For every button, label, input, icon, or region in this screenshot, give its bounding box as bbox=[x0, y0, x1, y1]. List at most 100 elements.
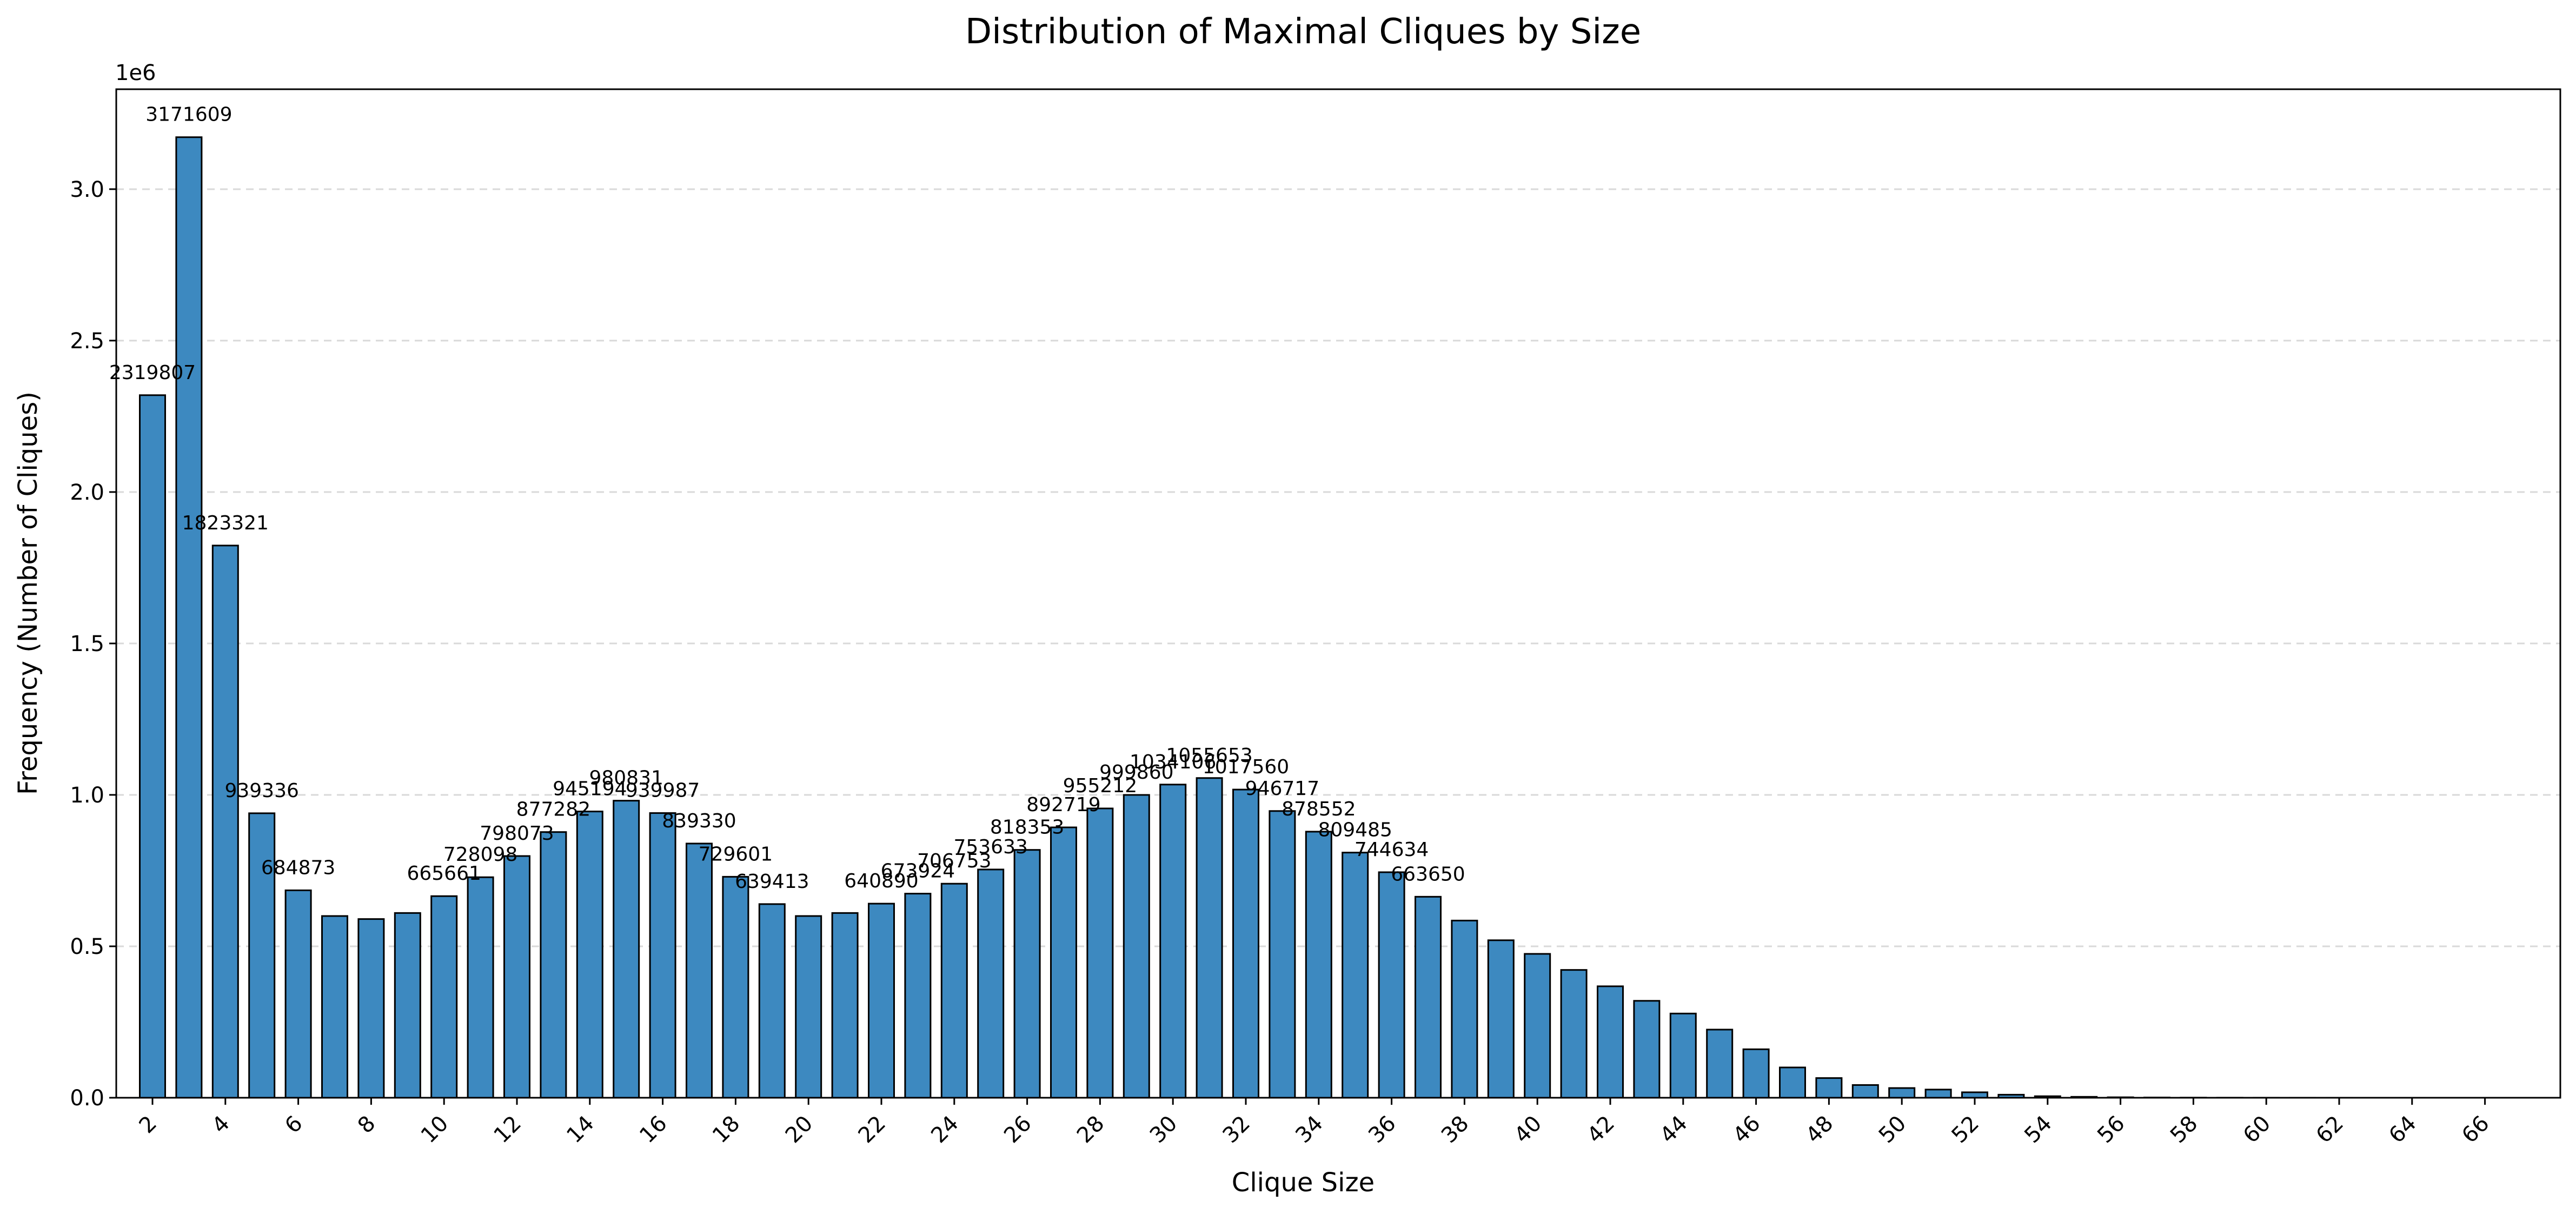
bar-value-label: 728098 bbox=[443, 844, 517, 866]
bar-value-label: 878552 bbox=[1282, 798, 1356, 820]
bar bbox=[1633, 1000, 1661, 1099]
bar bbox=[722, 875, 749, 1099]
bar bbox=[1888, 1087, 1916, 1099]
bar bbox=[758, 903, 786, 1099]
bar bbox=[1597, 985, 1624, 1099]
bar-value-label: 939987 bbox=[626, 780, 700, 802]
bar bbox=[831, 912, 859, 1099]
x-axis-title: Clique Size bbox=[1232, 1167, 1375, 1198]
bar-value-label: 673924 bbox=[881, 860, 955, 883]
bar bbox=[1415, 895, 1442, 1099]
bar bbox=[1196, 777, 1223, 1099]
bar bbox=[868, 903, 895, 1099]
bar-value-label: 729601 bbox=[699, 843, 773, 865]
bar-value-label: 1823321 bbox=[182, 512, 269, 534]
plot-area-frame bbox=[115, 88, 2561, 1099]
x-tick-label: 34 bbox=[1291, 1111, 1328, 1149]
bar-value-label: 945194 bbox=[553, 778, 627, 800]
bar bbox=[430, 895, 458, 1099]
x-tick-label: 24 bbox=[926, 1111, 964, 1149]
bar bbox=[1050, 826, 1077, 1099]
y-tick-label: 0.5 bbox=[70, 934, 104, 959]
x-tick-label: 12 bbox=[489, 1111, 527, 1149]
bar bbox=[1342, 852, 1369, 1099]
bar-value-label: 980831 bbox=[589, 767, 663, 790]
x-tick-label: 18 bbox=[708, 1111, 745, 1149]
chart-title: Distribution of Maximal Cliques by Size bbox=[965, 12, 1641, 52]
bar bbox=[284, 889, 312, 1099]
bar bbox=[1924, 1089, 1952, 1099]
bar-value-label: 798073 bbox=[480, 822, 554, 845]
bar-value-label: 955212 bbox=[1063, 775, 1137, 797]
x-axis-ticks: 2 4 6 8 10 12 14 16 18 20 22 24 26 28 30 32 34 36 38 40 42 44… bbox=[135, 1098, 2494, 1148]
bar bbox=[613, 800, 640, 1099]
bar-value-label: 2319807 bbox=[109, 362, 196, 384]
x-tick-label: 22 bbox=[854, 1111, 891, 1149]
x-tick-label: 50 bbox=[1874, 1111, 1911, 1149]
bar bbox=[795, 915, 822, 1099]
x-tick-label: 46 bbox=[1728, 1111, 1765, 1149]
y-axis-title: Frequency (Number of Cliques) bbox=[13, 392, 43, 795]
x-tick-label: 64 bbox=[2384, 1111, 2421, 1149]
x-tick-label: 62 bbox=[2312, 1111, 2349, 1149]
x-tick-label: 66 bbox=[2457, 1111, 2494, 1149]
bar bbox=[1232, 788, 1259, 1099]
bar bbox=[540, 831, 567, 1099]
bar bbox=[1706, 1029, 1734, 1099]
bar bbox=[248, 812, 276, 1099]
bar bbox=[503, 855, 530, 1099]
bar-value-label: 639413 bbox=[735, 871, 809, 893]
bar-value-label: 684873 bbox=[261, 857, 335, 879]
bar bbox=[1013, 849, 1041, 1099]
y-tick-label: 2.5 bbox=[70, 329, 104, 354]
y-tick-label: 1.0 bbox=[70, 783, 104, 808]
bar-value-label: 877282 bbox=[516, 799, 590, 821]
y-gridlines bbox=[116, 188, 2560, 947]
bar bbox=[467, 876, 494, 1099]
y-tick-label: 0.0 bbox=[70, 1086, 104, 1111]
bar-value-label: 999860 bbox=[1099, 761, 1173, 784]
x-tick-label: 8 bbox=[353, 1111, 381, 1139]
bar-value-label: 892719 bbox=[1026, 794, 1100, 816]
x-tick-label: 6 bbox=[280, 1111, 308, 1139]
y-axis-offset-label: 1e6 bbox=[115, 61, 156, 85]
y-tick-label: 2.0 bbox=[70, 480, 104, 505]
bar-value-label: 1034106 bbox=[1130, 751, 1216, 773]
bar bbox=[686, 842, 713, 1099]
bar-value-label: 1055653 bbox=[1166, 745, 1252, 767]
bar-value-label: 818353 bbox=[990, 817, 1064, 839]
bar bbox=[977, 868, 1005, 1099]
x-tick-label: 2 bbox=[135, 1111, 162, 1139]
bar bbox=[139, 394, 166, 1099]
bar bbox=[1487, 939, 1515, 1099]
x-tick-label: 48 bbox=[1801, 1111, 1838, 1149]
bar bbox=[1524, 953, 1551, 1099]
bar-value-label: 665661 bbox=[407, 863, 481, 885]
x-tick-label: 36 bbox=[1364, 1111, 1401, 1149]
x-tick-label: 16 bbox=[635, 1111, 672, 1149]
bar-value-label: 3171609 bbox=[145, 104, 232, 126]
bar bbox=[394, 912, 421, 1099]
bar-value-label: 809485 bbox=[1318, 819, 1392, 841]
x-tick-label: 14 bbox=[562, 1111, 599, 1149]
bar bbox=[357, 918, 385, 1099]
x-tick-label: 32 bbox=[1218, 1111, 1256, 1149]
x-tick-label: 30 bbox=[1145, 1111, 1183, 1149]
bar-value-label: 744634 bbox=[1355, 839, 1429, 861]
bar bbox=[1159, 784, 1187, 1099]
bar-value-label: 706753 bbox=[917, 850, 991, 872]
bar-value-label: 946717 bbox=[1245, 778, 1319, 800]
x-tick-label: 54 bbox=[2020, 1111, 2057, 1149]
bar bbox=[1378, 871, 1405, 1099]
bar bbox=[1305, 831, 1332, 1099]
bar bbox=[1086, 807, 1114, 1099]
bar-value-label: 1017560 bbox=[1203, 756, 1289, 778]
x-tick-label: 26 bbox=[999, 1111, 1037, 1149]
bar bbox=[1779, 1066, 1806, 1099]
bar bbox=[1669, 1012, 1697, 1099]
bar-value-label: 939336 bbox=[224, 780, 298, 802]
bars bbox=[139, 136, 2535, 1099]
x-tick-label: 56 bbox=[2093, 1111, 2130, 1149]
x-tick-label: 58 bbox=[2166, 1111, 2203, 1149]
y-tick-label: 3.0 bbox=[70, 177, 104, 202]
